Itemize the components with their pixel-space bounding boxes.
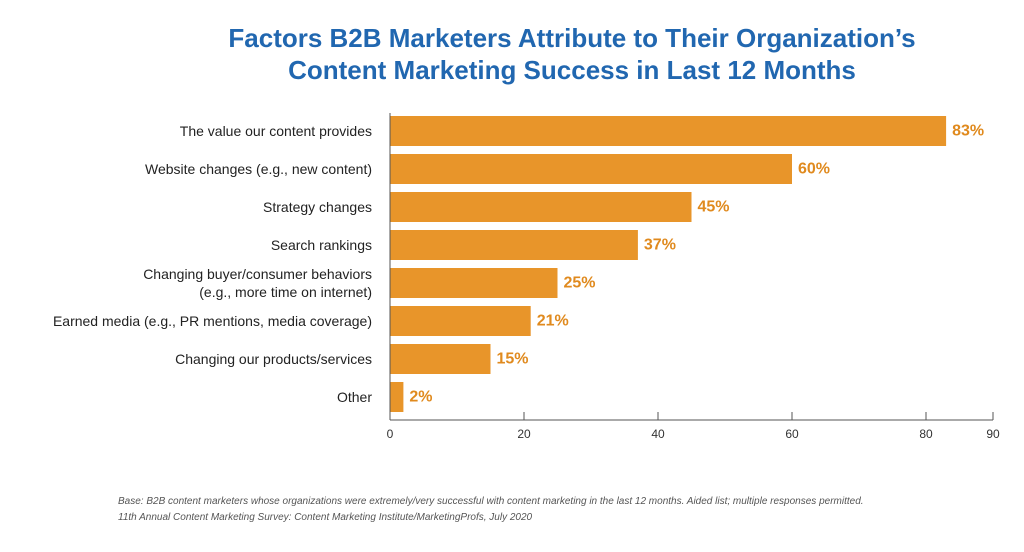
axes: 0 20 40 60 80 90: [387, 113, 1000, 441]
bar-value-label: 60%: [798, 161, 830, 178]
bar-value-label: 45%: [698, 199, 730, 216]
bar-value-label: 37%: [644, 237, 676, 254]
category-label: Other: [337, 389, 372, 405]
x-tick-label: 60: [785, 427, 799, 441]
bar: [390, 230, 638, 260]
bar: [390, 154, 792, 184]
category-label: Changing buyer/consumer behaviors: [143, 266, 372, 282]
x-tick-label: 40: [651, 427, 665, 441]
category-label: Changing our products/services: [175, 351, 372, 367]
x-tick-label: 90: [986, 427, 1000, 441]
bar-value-label: 15%: [497, 351, 529, 368]
bar: [390, 192, 692, 222]
category-label: Search rankings: [271, 237, 372, 253]
bar-value-label: 2%: [409, 389, 432, 406]
chart-title: Factors B2B Marketers Attribute to Their…: [0, 22, 1024, 86]
bar: [390, 116, 947, 146]
x-tick-label: 20: [517, 427, 531, 441]
category-label: (e.g., more time on internet): [199, 284, 372, 300]
chart-title-line-1: Factors B2B Marketers Attribute to Their…: [228, 23, 916, 53]
bars: [390, 116, 947, 412]
bar: [390, 344, 491, 374]
category-label: Earned media (e.g., PR mentions, media c…: [53, 313, 372, 329]
bar-value-label: 25%: [564, 275, 596, 292]
bar: [390, 382, 404, 412]
chart-title-line-2: Content Marketing Success in Last 12 Mon…: [288, 55, 856, 85]
category-label: Strategy changes: [263, 199, 372, 215]
category-label: The value our content provides: [180, 123, 372, 139]
bar-value-label: 83%: [952, 123, 984, 140]
bar-value-label: 21%: [537, 313, 569, 330]
category-labels: The value our content provides Website ch…: [53, 123, 372, 405]
category-label: Website changes (e.g., new content): [145, 161, 372, 177]
x-tick-label: 80: [919, 427, 933, 441]
value-labels: 83% 60% 45% 37% 25% 21% 15% 2%: [409, 123, 984, 406]
footnote-base: Base: B2B content marketers whose organi…: [118, 496, 864, 507]
bar: [390, 268, 558, 298]
footnote-source: 11th Annual Content Marketing Survey: Co…: [118, 512, 533, 523]
bar: [390, 306, 531, 336]
footnote: Base: B2B content marketers whose organi…: [118, 494, 864, 526]
x-tick-label: 0: [387, 427, 394, 441]
